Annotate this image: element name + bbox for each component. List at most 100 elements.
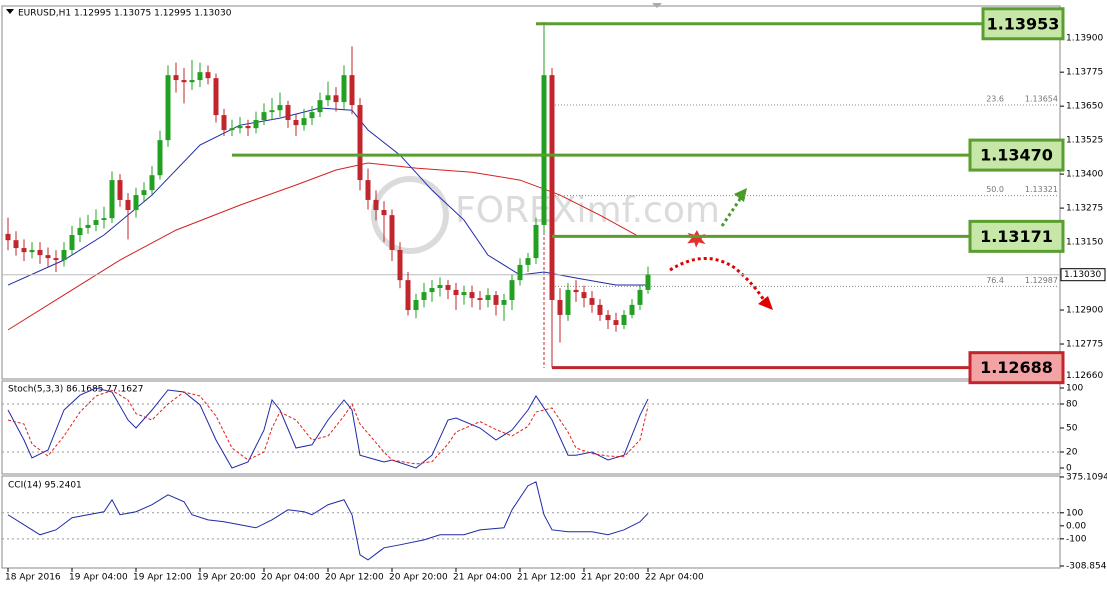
fib-value: 1.13321 — [1025, 185, 1058, 194]
candle-body — [125, 199, 131, 210]
level-label: 1.12688 — [980, 358, 1053, 377]
title-icon — [6, 9, 14, 14]
candle-body — [525, 258, 531, 265]
x-tick-label: 19 Apr 12:00 — [133, 573, 192, 583]
y-tick-label: 1.12660 — [1066, 371, 1103, 381]
candle-body — [541, 75, 547, 225]
candle-body — [173, 75, 179, 81]
y-tick-label: 1.12775 — [1066, 340, 1103, 350]
x-tick-label: 21 Apr 12:00 — [517, 573, 576, 583]
candle-body — [293, 120, 299, 126]
cci-panel — [1, 475, 1061, 569]
candle-body — [613, 320, 619, 325]
candle-body — [53, 258, 59, 261]
candle-body — [165, 75, 171, 141]
x-tick-label: 21 Apr 20:00 — [581, 573, 640, 583]
y-tick-label: -100 — [1066, 534, 1087, 544]
down-arrow-head — [758, 296, 773, 310]
level-label: 1.13953 — [987, 14, 1060, 33]
fib-ratio: 76.4 — [986, 276, 1004, 285]
candle-body — [565, 289, 571, 315]
candle-body — [509, 280, 515, 300]
candle-body — [85, 224, 91, 228]
candle-body — [93, 220, 99, 225]
candle-body — [5, 233, 11, 241]
y-tick-label: 1.13650 — [1066, 102, 1103, 112]
level-box — [968, 219, 1065, 253]
candle-body — [205, 72, 211, 79]
candle-body — [373, 199, 379, 210]
x-tick-label: 19 Apr 20:00 — [197, 573, 256, 583]
candle-body — [253, 120, 259, 129]
candle-body — [501, 299, 507, 305]
candle-body — [309, 112, 315, 119]
candle-body — [133, 195, 139, 210]
candle-body — [261, 112, 267, 121]
y-tick-label: 1.13775 — [1066, 68, 1103, 78]
candle-body — [549, 75, 555, 300]
x-tick-label: 21 Apr 04:00 — [453, 573, 512, 583]
candle-body — [197, 72, 203, 81]
candle-body — [557, 299, 563, 315]
candle-body — [109, 180, 115, 219]
candle-body — [493, 295, 499, 305]
candle-body — [389, 215, 395, 250]
y-tick-label: 1.13525 — [1066, 136, 1103, 146]
candle-body — [421, 292, 427, 300]
y-tick-label: 1.13900 — [1066, 34, 1103, 44]
candle-body — [485, 295, 491, 300]
y-tick-label: 80 — [1066, 400, 1078, 410]
candle-body — [573, 289, 579, 293]
y-tick-label: 100 — [1066, 384, 1083, 394]
main-panel — [1, 5, 1061, 380]
candle-body — [437, 285, 443, 289]
candle-body — [629, 304, 635, 315]
candle-body — [149, 175, 155, 191]
candle-body — [533, 224, 539, 259]
fib-value: 1.12987 — [1025, 276, 1058, 285]
y-tick-label: 1.13400 — [1066, 170, 1103, 180]
candle-body — [589, 298, 595, 305]
candle-body — [445, 285, 451, 290]
candle-body — [285, 105, 291, 121]
candle-body — [453, 289, 459, 296]
candle-body — [269, 110, 275, 113]
level-box — [968, 138, 1065, 172]
y-tick-label: 100 — [1066, 508, 1083, 518]
candle-body — [349, 75, 355, 106]
candle-body — [461, 292, 467, 296]
indicator-line — [7, 481, 649, 561]
candle-body — [213, 78, 219, 116]
x-tick-label: 20 Apr 12:00 — [325, 573, 384, 583]
fib-ratio: 50.0 — [986, 185, 1004, 194]
y-tick-label: 1.12900 — [1066, 306, 1103, 316]
candle-body — [477, 298, 483, 300]
break-star — [684, 227, 709, 251]
indicator-line — [7, 389, 649, 465]
y-tick-label: 50 — [1066, 424, 1078, 434]
candle-body — [645, 274, 651, 290]
candle-body — [77, 227, 83, 236]
candle-body — [69, 235, 75, 250]
candle-body — [357, 105, 363, 181]
chart-title: EURUSD,H1 1.12995 1.13075 1.12995 1.1303… — [18, 9, 232, 19]
candle-body — [157, 140, 163, 176]
candle-body — [405, 280, 411, 311]
candle-body — [29, 249, 35, 253]
candle-body — [37, 249, 43, 256]
candle-body — [237, 125, 243, 129]
candle-body — [581, 292, 587, 299]
candle-body — [333, 95, 339, 103]
candle-body — [637, 289, 643, 305]
candle-body — [101, 218, 107, 221]
y-tick-label: 1.13275 — [1066, 204, 1103, 214]
candle-body — [221, 115, 227, 131]
candle-body — [621, 314, 627, 325]
x-tick-label: 20 Apr 04:00 — [261, 573, 320, 583]
y-tick-label: -308.8549 — [1066, 562, 1107, 572]
up-arrow-head — [734, 188, 747, 202]
candle-body — [597, 304, 603, 315]
x-tick-label: 18 Apr 2016 — [5, 573, 61, 583]
y-tick-label: 20 — [1066, 448, 1078, 458]
